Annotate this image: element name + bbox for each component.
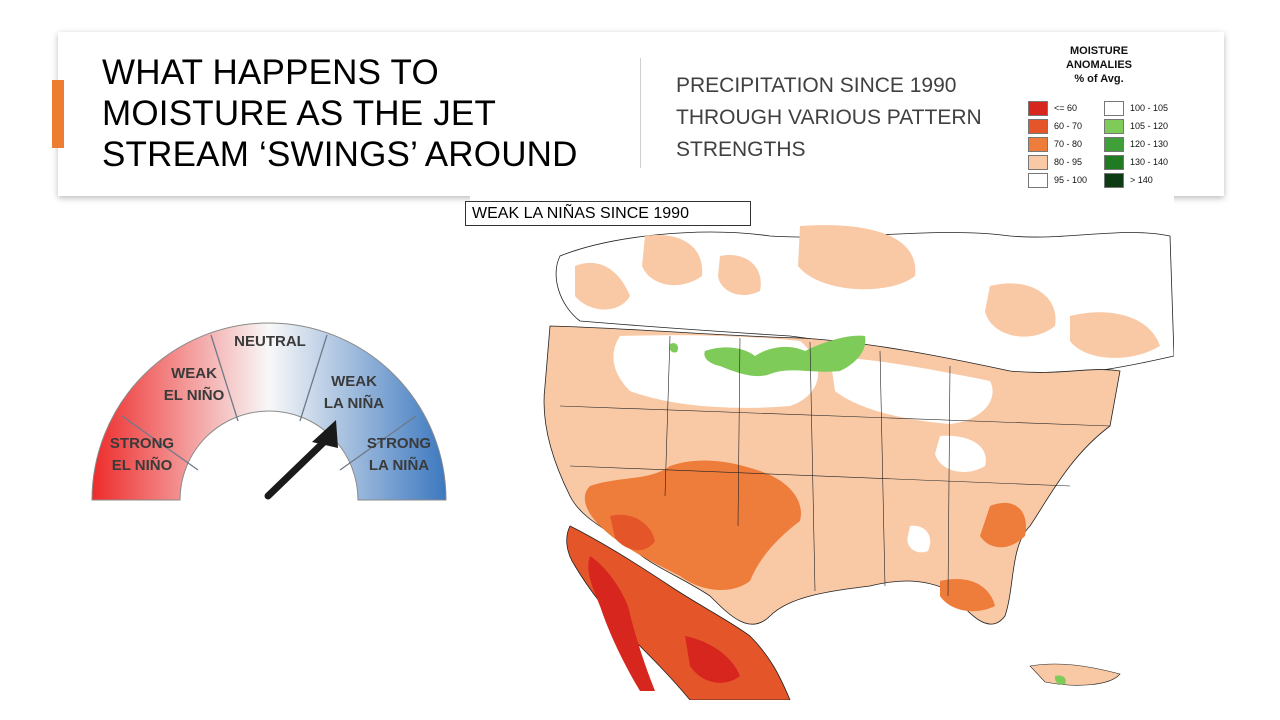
label-neutral: NEUTRAL: [234, 333, 306, 350]
gauge-pointer-arrow: [264, 420, 338, 500]
legend-label: 60 - 70: [1054, 121, 1083, 131]
label-weak-la-nina-1: WEAK: [331, 373, 377, 390]
legend-label: 100 - 105: [1130, 103, 1169, 113]
legend-label: > 140: [1130, 175, 1153, 185]
label-weak-la-nina-2: LA NIÑA: [324, 394, 384, 412]
legend-label: <= 60: [1054, 103, 1078, 113]
legend-column-left: <= 60 60 - 70 70 - 80 80 - 95 95 - 100: [1028, 99, 1087, 189]
legend-item-left-2: 70 - 80: [1028, 135, 1087, 153]
enso-gauge: STRONG EL NIÑO WEAK EL NIÑO NEUTRAL WEAK…: [91, 322, 447, 501]
legend-title-line1: MOISTURE: [1069, 45, 1129, 57]
label-strong-la-nina-1: STRONG: [367, 435, 431, 452]
legend-label: 105 - 120: [1130, 121, 1169, 131]
header-divider: [640, 58, 641, 168]
legend-column-right: 100 - 105 105 - 120 120 - 130 130 - 140 > 14…: [1104, 99, 1168, 189]
legend-title: MOISTURE ANOMALIES % of Avg.: [1024, 44, 1174, 86]
label-weak-el-nino-1: WEAK: [171, 365, 217, 382]
legend-title-line2: ANOMALIES: [1066, 59, 1132, 71]
legend-item-left-4: 95 - 100: [1028, 171, 1087, 189]
legend-label: 80 - 95: [1054, 157, 1083, 167]
label-strong-la-nina-2: LA NIÑA: [369, 456, 429, 474]
legend-label: 130 - 140: [1130, 157, 1169, 167]
state-borders: [559, 335, 1111, 597]
canada-region: [555, 225, 1174, 377]
legend-swatch: [1028, 100, 1048, 116]
legend-item-right-3: 130 - 140: [1104, 153, 1168, 171]
legend-label: 70 - 80: [1054, 139, 1083, 149]
legend-item-left-1: 60 - 70: [1028, 117, 1087, 135]
caribbean-green-patch: [1054, 675, 1066, 685]
legend-item-right-2: 120 - 130: [1104, 135, 1168, 153]
legend-item-left-3: 80 - 95: [1028, 153, 1087, 171]
legend-item-right-1: 105 - 120: [1104, 117, 1168, 135]
slide-title: WHAT HAPPENS TO MOISTURE AS THE JET STRE…: [102, 53, 578, 174]
legend-label: 120 - 130: [1130, 139, 1169, 149]
united-states-region: [543, 325, 1121, 625]
legend-title-line3: % of Avg.: [1074, 73, 1124, 85]
legend-item-right-0: 100 - 105: [1104, 99, 1168, 117]
map-title: WEAK LA NIÑAS SINCE 1990: [465, 201, 751, 226]
gauge-arc: [91, 322, 447, 501]
legend-swatch: [1104, 100, 1124, 116]
label-strong-el-nino-1: STRONG: [110, 435, 174, 452]
legend-swatch: [1104, 136, 1124, 152]
legend-swatch: [1104, 172, 1124, 188]
north-america-precipitation-map: [470, 196, 1174, 700]
mexico-region: [566, 525, 791, 700]
legend-swatch: [1028, 172, 1048, 188]
legend-label: 95 - 100: [1054, 175, 1088, 185]
legend-swatch: [1104, 118, 1124, 134]
moisture-legend: MOISTURE ANOMALIES % of Avg. <= 60 60 - 7…: [1024, 44, 1174, 188]
accent-bar: [52, 80, 64, 148]
legend-item-left-0: <= 60: [1028, 99, 1087, 117]
legend-swatch: [1104, 154, 1124, 170]
slide-subtitle: PRECIPITATION SINCE 1990 THROUGH VARIOUS…: [676, 74, 982, 161]
legend-swatch: [1028, 118, 1048, 134]
gauge-dividers: [121, 334, 417, 471]
caribbean-islands: [1029, 663, 1121, 686]
legend-swatch: [1028, 154, 1048, 170]
label-weak-el-nino-2: EL NIÑO: [164, 386, 225, 404]
label-strong-el-nino-2: EL NIÑO: [112, 456, 173, 474]
legend-item-right-4: > 140: [1104, 171, 1168, 189]
legend-swatch: [1028, 136, 1048, 152]
